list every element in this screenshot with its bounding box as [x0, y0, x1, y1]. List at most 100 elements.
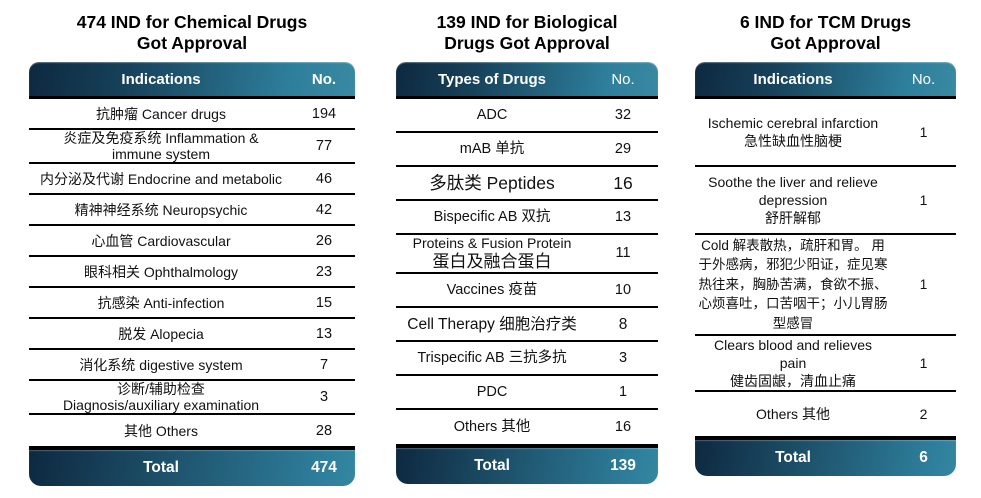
column-header-indications: Indications	[753, 70, 833, 88]
row-label: Vaccines 疫苗	[446, 281, 538, 298]
row-value: 15	[315, 294, 333, 311]
row-label: 精神神经系统 Neuropsychic	[74, 201, 248, 218]
row-value: 1	[919, 355, 928, 371]
row-label: 心血管 Cardiovascular	[91, 232, 231, 249]
total-value: 6	[919, 449, 928, 466]
row-label-line2: 蛋白及融合蛋白	[432, 252, 552, 271]
biological-drugs-section: 139 IND for Biological Drugs Got Approva…	[396, 10, 658, 486]
row-value: 3	[618, 349, 628, 366]
row-value: 1	[618, 383, 628, 400]
table-row: 抗肿瘤 Cancer drugs 194	[29, 99, 355, 130]
total-label: Total	[775, 449, 811, 466]
table-total-row: Total 139	[396, 444, 658, 484]
row-value: 46	[315, 170, 333, 187]
table-row: Cold 解表散热，疏肝和胃。 用 于外感病，邪犯少阳证，症见寒 热往来，胸胁苦…	[695, 235, 956, 336]
column-header-no: No.	[311, 70, 337, 88]
row-label: 抗肿瘤 Cancer drugs	[96, 105, 226, 122]
row-label: Ischemic cerebral infarction 急性缺血性脑梗	[707, 115, 879, 149]
row-label: Cell Therapy 细胞治疗类	[407, 315, 577, 333]
row-label: 内分泌及代谢 Endocrine and metabolic	[40, 170, 282, 187]
table-row: 精神神经系统 Neuropsychic 42	[29, 195, 355, 226]
table-row: Bispecific AB 双抗 13	[396, 201, 658, 235]
row-label: 抗感染 Anti-infection	[97, 294, 225, 311]
row-label: 其他 Others	[124, 422, 198, 439]
row-value: 26	[315, 232, 333, 249]
row-label: 诊断/辅助检查 Diagnosis/auxiliary examination	[62, 381, 260, 413]
table-row: Vaccines 疫苗 10	[396, 274, 658, 308]
table-row: 心血管 Cardiovascular 26	[29, 226, 355, 257]
table-row: Others 其他 2	[695, 392, 956, 436]
row-value: 77	[315, 138, 333, 154]
column-header-no: No.	[911, 70, 936, 88]
column-header-indications: Indications	[121, 70, 201, 88]
table-row: 其他 Others 28	[29, 415, 355, 446]
row-label: ADC	[476, 106, 508, 123]
table-row: Ischemic cerebral infarction 急性缺血性脑梗 1	[695, 99, 956, 167]
table-row: 内分泌及代谢 Endocrine and metabolic 46	[29, 164, 355, 195]
total-value: 139	[610, 457, 636, 474]
table-header: Indications No.	[29, 62, 355, 99]
row-label: Others 其他	[453, 418, 531, 435]
table-row: Trispecific AB 三抗多抗 3	[396, 342, 658, 376]
table-row: 炎症及免疫系统 Inflammation & immune system 77	[29, 130, 355, 164]
column-header-no: No.	[611, 70, 635, 88]
row-value: 28	[315, 422, 333, 439]
biological-drugs-table: Types of Drugs No. ADC 32 mAB 单抗 29 多肽类 Pe…	[396, 62, 658, 484]
row-label: Proteins & Fusion Protein 蛋白及融合蛋白	[396, 235, 588, 272]
row-label: 炎症及免疫系统 Inflammation & immune system	[63, 130, 259, 162]
row-value: 7	[319, 356, 329, 373]
chemical-drugs-section: 474 IND for Chemical Drugs Got Approval …	[29, 10, 355, 486]
tcm-drugs-section: 6 IND for TCM Drugs Got Approval Indicat…	[695, 10, 956, 486]
table-row: mAB 单抗 29	[396, 133, 658, 167]
row-value: 13	[315, 325, 333, 342]
table-row: 眼科相关 Ophthalmology 23	[29, 257, 355, 288]
row-label: Cold 解表散热，疏肝和胃。 用 于外感病，邪犯少阳证，症见寒 热往来，胸胁苦…	[698, 237, 888, 331]
table-row: Soothe the liver and relieve depression …	[695, 167, 956, 235]
row-value: 10	[614, 281, 632, 298]
tcm-drugs-table: Indications No. Ischemic cerebral infarc…	[695, 62, 956, 476]
total-label: Total	[474, 457, 510, 474]
slide: 474 IND for Chemical Drugs Got Approval …	[29, 10, 956, 486]
row-label: Clears blood and relieves pain 健齿固龈，清血止痛	[714, 337, 872, 389]
table-total-row: Total 6	[695, 436, 956, 476]
table-row: Clears blood and relieves pain 健齿固龈，清血止痛…	[695, 336, 956, 392]
row-value: 13	[614, 208, 632, 225]
row-label: Trispecific AB 三抗多抗	[417, 349, 567, 366]
row-value: 42	[315, 201, 333, 218]
row-value: 32	[614, 106, 632, 123]
chemical-table-title: 474 IND for Chemical Drugs Got Approval	[76, 12, 308, 53]
row-label: PDC	[476, 383, 508, 400]
row-value: 1	[919, 124, 928, 140]
table-row: PDC 1	[396, 376, 658, 410]
table-row: 脱发 Alopecia 13	[29, 319, 355, 350]
row-value: 8	[618, 315, 628, 333]
row-value: 1	[919, 192, 928, 208]
table-row: Others 其他 16	[396, 410, 658, 444]
row-value: 11	[615, 245, 631, 261]
row-label: Others 其他	[756, 406, 830, 422]
tcm-table-title: 6 IND for TCM Drugs Got Approval	[739, 12, 912, 53]
row-value: 3	[319, 389, 329, 405]
row-value: 2	[919, 406, 928, 422]
column-header-types-of-drugs: Types of Drugs	[437, 70, 547, 88]
table-header: Types of Drugs No.	[396, 62, 658, 99]
table-row: Proteins & Fusion Protein 蛋白及融合蛋白 11	[396, 235, 658, 274]
row-label: mAB 单抗	[459, 140, 525, 157]
table-row: 多肽类 Peptides 16	[396, 167, 658, 201]
row-label-line1: Proteins & Fusion Protein	[412, 235, 572, 251]
row-value: 1	[919, 276, 928, 292]
biological-table-title: 139 IND for Biological Drugs Got Approva…	[436, 12, 618, 53]
total-value: 474	[311, 459, 337, 476]
row-label: Bispecific AB 双抗	[433, 208, 551, 225]
chemical-drugs-table: Indications No. 抗肿瘤 Cancer drugs 194 炎症及免…	[29, 62, 355, 486]
table-total-row: Total 474	[29, 446, 355, 486]
row-value: 16	[614, 418, 632, 435]
table-row: Cell Therapy 细胞治疗类 8	[396, 308, 658, 342]
row-label: 眼科相关 Ophthalmology	[83, 263, 239, 280]
row-value: 23	[315, 263, 333, 280]
table-row: 诊断/辅助检查 Diagnosis/auxiliary examination 3	[29, 381, 355, 415]
row-value: 194	[311, 105, 337, 122]
table-header: Indications No.	[695, 62, 956, 99]
row-value: 29	[614, 140, 632, 157]
row-label: Soothe the liver and relieve depression …	[708, 174, 878, 226]
